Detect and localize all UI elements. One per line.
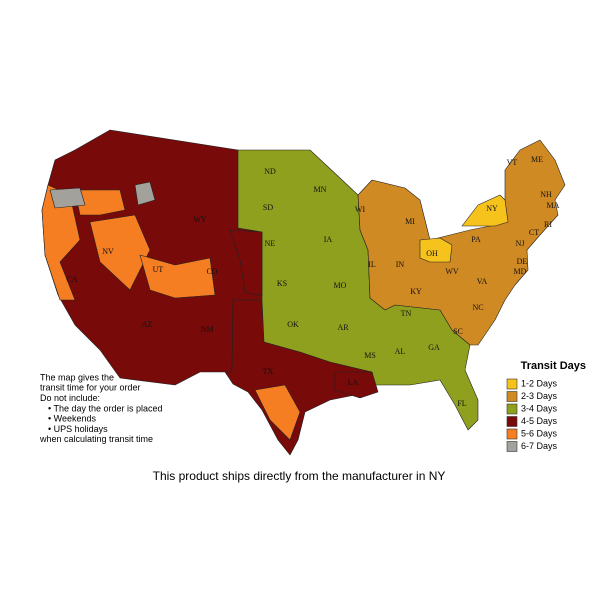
legend-label: 1-2 Days (521, 378, 558, 388)
state-label: MO (334, 281, 347, 290)
legend-label: 3-4 Days (521, 403, 558, 413)
state-label: MS (364, 351, 376, 360)
state-label: AL (395, 347, 406, 356)
region (41, 184, 81, 301)
state-label: TX (263, 367, 274, 376)
state-label: VA (477, 277, 488, 286)
region (41, 129, 263, 386)
state-label: FL (457, 399, 466, 408)
state-label: ME (531, 155, 543, 164)
note-line: transit time for your order (40, 383, 141, 393)
state-label: CT (529, 228, 539, 237)
state-label: WI (355, 205, 366, 214)
state-label: NJ (516, 239, 525, 248)
state-label: KS (277, 279, 287, 288)
legend-swatch (506, 416, 518, 427)
state-label: PA (471, 235, 481, 244)
state-label: UT (153, 265, 164, 274)
state-label: LA (348, 378, 359, 387)
state-label: AR (337, 323, 349, 332)
state-label: RI (544, 220, 552, 229)
state-label: IA (324, 235, 333, 244)
state-label: MA (547, 201, 560, 210)
region (334, 371, 379, 399)
state-label: NC (472, 303, 483, 312)
state-label: WY (193, 215, 207, 224)
state-label: MN (314, 185, 327, 194)
caption: This product ships directly from the man… (153, 469, 446, 483)
state-label: NE (265, 239, 276, 248)
state-label: KY (410, 287, 422, 296)
region (139, 254, 216, 299)
state-labels: ND SD MN WI MI IA NE WY NV UT CO KS MO IL IN OH PA NY VT ME… (66, 155, 559, 408)
legend-label: 6-7 Days (521, 441, 558, 451)
us-map (41, 129, 566, 456)
legend-label: 4-5 Days (521, 416, 558, 426)
state-label: NY (486, 204, 498, 213)
note-line: Do not include: (40, 393, 100, 403)
legend-label: 5-6 Days (521, 428, 558, 438)
state-label: ND (264, 167, 276, 176)
legend: 1-2 Days 2-3 Days 3-4 Days 4-5 Days 5-6 Days… (506, 378, 558, 452)
state-label: NM (201, 325, 214, 334)
legend-swatch (506, 428, 518, 440)
state-label: NV (102, 247, 114, 256)
state-label: WV (445, 267, 459, 276)
state-label: IN (396, 260, 405, 269)
legend-swatch (506, 378, 518, 390)
state-label: SD (263, 203, 273, 212)
legend-title: Transit Days (521, 360, 586, 372)
region (89, 214, 151, 291)
state-label: MI (405, 217, 415, 226)
state-label: MD (514, 267, 527, 276)
region (49, 187, 86, 209)
state-label: AZ (142, 320, 153, 329)
legend-swatch (506, 403, 518, 415)
region (461, 194, 509, 227)
region (254, 384, 301, 441)
note-line: • The day the order is placed (48, 403, 163, 413)
state-label: OH (426, 249, 438, 258)
region (419, 237, 453, 263)
state-label: NH (540, 190, 552, 199)
note-line: • UPS holidays (48, 424, 108, 434)
state-label: SC (453, 327, 463, 336)
note-line: • Weekends (48, 414, 97, 424)
state-label: VT (507, 158, 518, 167)
state-label: TN (401, 309, 412, 318)
legend-swatch (506, 391, 518, 402)
note-line: The map gives the (40, 372, 114, 382)
legend-swatch (506, 441, 518, 452)
note-line: when calculating transit time (39, 434, 153, 444)
state-label: CA (66, 275, 77, 284)
region (134, 181, 156, 206)
region (229, 229, 263, 297)
state-label: CO (206, 267, 217, 276)
state-label: GA (428, 343, 440, 352)
state-label: DE (517, 257, 528, 266)
legend-label: 2-3 Days (521, 391, 558, 401)
state-label: IL (368, 260, 376, 269)
region (74, 189, 126, 216)
state-label: OK (287, 320, 299, 329)
